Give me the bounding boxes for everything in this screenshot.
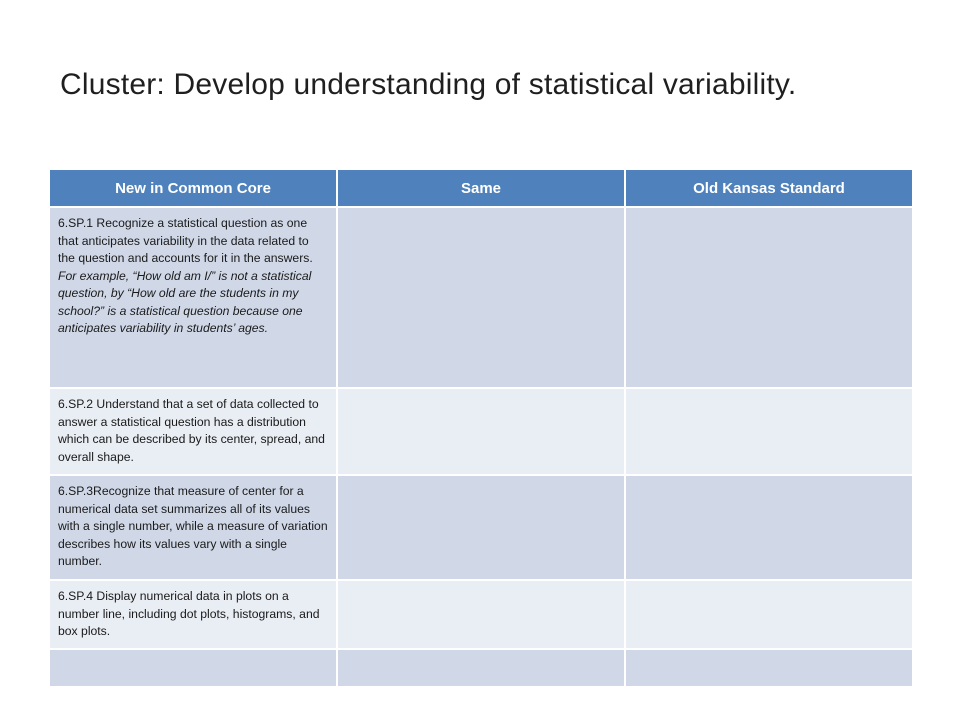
slide-title: Cluster: Develop understanding of statis…: [60, 68, 797, 101]
old-standard-cell: [624, 387, 914, 476]
same-cell: [336, 474, 626, 581]
column-header-old-kansas-standard: Old Kansas Standard: [624, 168, 914, 208]
old-standard-cell: [624, 474, 914, 581]
table-row: 6.SP.4 Display numerical data in plots o…: [48, 579, 914, 650]
standard-cell: 6.SP.1 Recognize a statistical question …: [48, 206, 338, 389]
standard-cell: [48, 648, 338, 688]
table-header-row: New in Common Core Same Old Kansas Stand…: [48, 168, 914, 208]
standard-cell: 6.SP.2 Understand that a set of data col…: [48, 387, 338, 476]
standard-text: 6.SP.4 Display numerical data in plots o…: [58, 589, 320, 638]
old-standard-cell: [624, 579, 914, 650]
standard-cell: 6.SP.3Recognize that measure of center f…: [48, 474, 338, 581]
same-cell: [336, 206, 626, 389]
standard-text: 6.SP.1 Recognize a statistical question …: [58, 216, 313, 265]
standard-text: 6.SP.2 Understand that a set of data col…: [58, 397, 325, 464]
standard-cell: 6.SP.4 Display numerical data in plots o…: [48, 579, 338, 650]
standard-text: 6.SP.3Recognize that measure of center f…: [58, 484, 328, 568]
table-row: 6.SP.2 Understand that a set of data col…: [48, 387, 914, 476]
table-row: 6.SP.3Recognize that measure of center f…: [48, 474, 914, 581]
same-cell: [336, 387, 626, 476]
column-header-new-in-common-core: New in Common Core: [48, 168, 338, 208]
same-cell: [336, 648, 626, 688]
column-header-same: Same: [336, 168, 626, 208]
table-row: [48, 648, 914, 688]
old-standard-cell: [624, 206, 914, 389]
same-cell: [336, 579, 626, 650]
standard-example-text: For example, “How old am I/” is not a st…: [58, 268, 312, 336]
standards-table: New in Common Core Same Old Kansas Stand…: [48, 168, 914, 688]
old-standard-cell: [624, 648, 914, 688]
table-row: 6.SP.1 Recognize a statistical question …: [48, 206, 914, 389]
